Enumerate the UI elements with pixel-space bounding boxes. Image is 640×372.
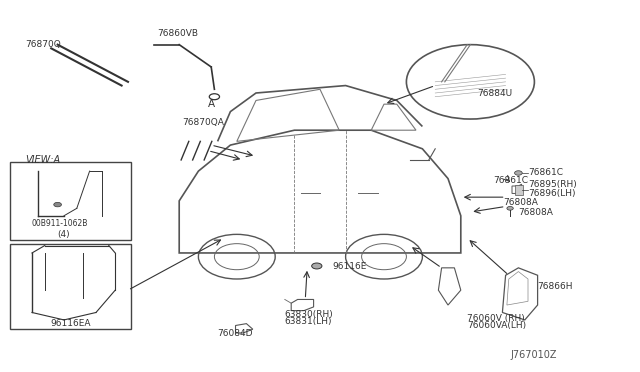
Text: 76870Q: 76870Q — [26, 40, 61, 49]
Text: 76895(RH): 76895(RH) — [528, 180, 577, 189]
Text: 76861C: 76861C — [493, 176, 528, 185]
Text: 96116E: 96116E — [333, 262, 367, 271]
Text: 76808A: 76808A — [504, 198, 538, 207]
Circle shape — [54, 202, 61, 207]
Text: 76896(LH): 76896(LH) — [528, 189, 575, 198]
Circle shape — [515, 171, 522, 175]
Text: 76884U: 76884U — [477, 89, 512, 97]
Text: 76060V (RH): 76060V (RH) — [467, 314, 525, 323]
Text: 63831(LH): 63831(LH) — [285, 317, 332, 326]
Text: 76861C: 76861C — [528, 169, 563, 177]
Text: 00B911-1062B: 00B911-1062B — [32, 219, 88, 228]
Text: (4): (4) — [58, 230, 70, 239]
Text: 76866H: 76866H — [538, 282, 573, 291]
Text: VIEW:A: VIEW:A — [26, 155, 61, 165]
Text: A: A — [207, 99, 215, 109]
FancyBboxPatch shape — [515, 185, 523, 195]
Text: 76060VA(LH): 76060VA(LH) — [467, 321, 526, 330]
Circle shape — [507, 206, 513, 210]
Text: 76860VB: 76860VB — [157, 29, 198, 38]
Text: 76808A: 76808A — [518, 208, 553, 217]
Circle shape — [312, 263, 322, 269]
Text: 63830(RH): 63830(RH) — [285, 310, 333, 319]
Text: J767010Z: J767010Z — [510, 350, 557, 360]
Text: 76870QA: 76870QA — [182, 118, 224, 127]
Text: 76084D: 76084D — [218, 329, 253, 338]
Text: 96116EA: 96116EA — [50, 319, 91, 328]
